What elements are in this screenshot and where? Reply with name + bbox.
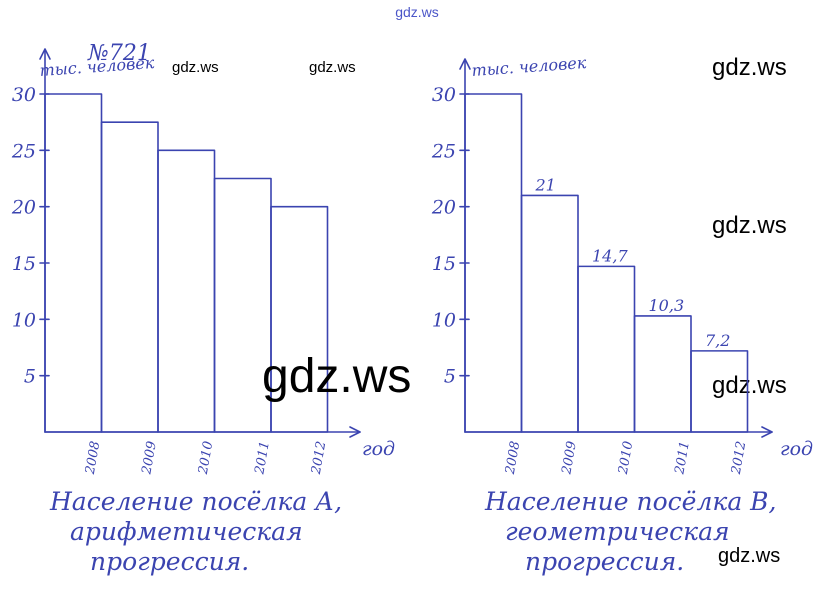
bar-2011	[633, 315, 692, 433]
watermark-center: gdz.ws	[262, 350, 411, 403]
x-axis-arrow	[349, 426, 361, 438]
bar-2008	[464, 93, 523, 433]
x-tick-label: 2011	[252, 440, 273, 476]
caption-line: прогрессия.	[90, 547, 249, 576]
x-tick-label: 2009	[139, 440, 160, 476]
y-tick-label: 15	[12, 253, 36, 275]
watermark-top: gdz.ws	[395, 4, 439, 20]
x-tick-label: 2012	[309, 440, 330, 476]
chart-settlement-a: 5 10 15 20 25 30 2008 2009 2010 2011 2012 тыс. чело…	[11, 48, 395, 576]
y-axis-label: тыс. человек	[471, 53, 587, 80]
bar-2009	[100, 121, 159, 433]
bar-2012	[270, 205, 329, 433]
watermark-small-2: gdz.ws	[309, 59, 356, 76]
watermark-right-3: gdz.ws	[712, 372, 787, 399]
data-label: 14,7	[592, 246, 628, 265]
caption-line: арифметическая	[70, 517, 303, 546]
x-axis-label: год	[780, 438, 813, 460]
x-tick-label: 2010	[616, 440, 637, 476]
bar-2009	[520, 194, 579, 433]
x-tick-label: 2009	[559, 440, 580, 476]
y-tick-label: 20	[11, 197, 36, 219]
bar-2010	[577, 265, 636, 433]
caption-line: прогрессия.	[525, 547, 684, 576]
watermark-small-1: gdz.ws	[172, 59, 219, 76]
y-tick-label: 5	[444, 366, 456, 388]
data-label: 7,2	[705, 331, 730, 350]
y-tick-label: 5	[24, 366, 36, 388]
x-axis-arrow	[761, 426, 773, 438]
y-tick-label: 20	[431, 197, 456, 219]
chart-settlement-b: 5 10 15 20 25 30 2008 2009 21 2010 14,7 2011 10,3 201…	[431, 53, 813, 576]
y-tick-label: 10	[432, 309, 456, 331]
caption-line: Население посёлка В,	[484, 487, 777, 516]
y-tick-label: 25	[11, 140, 36, 162]
caption-line: Население посёлка А,	[49, 487, 342, 516]
y-tick-label: 15	[432, 253, 456, 275]
watermark-right-2: gdz.ws	[712, 212, 787, 239]
watermark-bottom: gdz.ws	[718, 545, 780, 567]
data-label: 21	[535, 175, 556, 194]
data-label: 10,3	[649, 296, 685, 315]
bar-2010	[157, 149, 216, 433]
x-axis-label: год	[362, 438, 395, 460]
y-axis-label: тыс. человек	[39, 53, 155, 80]
y-tick-label: 30	[12, 84, 36, 106]
x-tick-label: 2011	[672, 440, 693, 476]
caption-line: геометрическая	[505, 517, 730, 546]
x-tick-label: 2008	[503, 440, 524, 476]
problem-number: №721	[87, 41, 151, 66]
y-tick-label: 10	[12, 309, 36, 331]
watermark-right-1: gdz.ws	[712, 54, 787, 81]
x-tick-label: 2012	[729, 440, 750, 476]
x-tick-label: 2008	[83, 440, 104, 476]
x-tick-label: 2010	[196, 440, 217, 476]
y-axis-arrow	[459, 58, 471, 70]
bar-2012	[690, 350, 749, 433]
bar-2008	[44, 93, 103, 433]
y-tick-label: 30	[432, 84, 456, 106]
y-axis-arrow	[39, 48, 51, 60]
y-tick-label: 25	[431, 140, 456, 162]
